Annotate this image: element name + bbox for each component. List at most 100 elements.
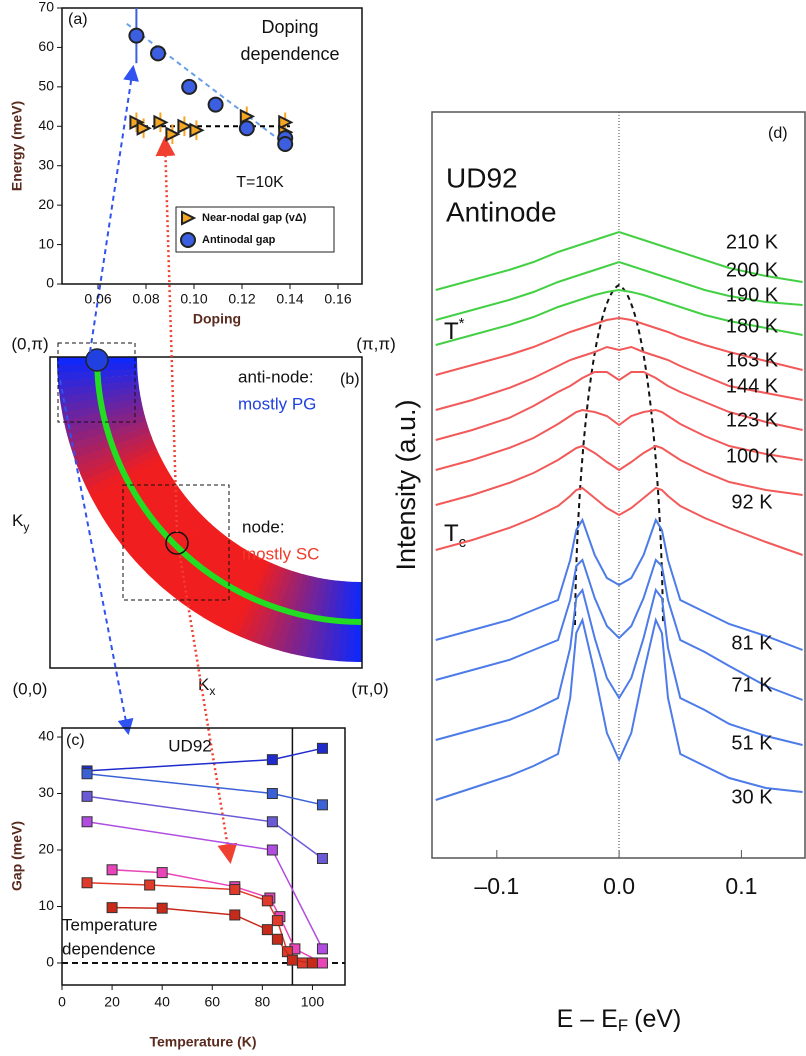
t: T [444, 520, 459, 547]
point [316, 799, 328, 811]
series-label: 210 K [726, 231, 779, 253]
series-label: 81 K [731, 632, 773, 654]
x-tick-label: 20 [104, 994, 120, 1010]
x-tick-label: 0.16 [324, 291, 351, 307]
node-box [122, 484, 230, 601]
point [277, 136, 294, 153]
point [229, 884, 241, 896]
series-label: 92 K [731, 491, 773, 513]
legend-label: Antinodal gap [202, 234, 276, 246]
y-tick-label: 20 [38, 841, 54, 857]
corner-label: (π,0) [351, 679, 388, 698]
y-tick-label: 70 [38, 0, 54, 15]
point [136, 120, 152, 136]
point [81, 790, 93, 802]
antinode-note: mostly PG [238, 394, 316, 413]
y-tick-label: 10 [38, 897, 54, 913]
point [266, 754, 278, 766]
legend-box [175, 206, 335, 253]
point [271, 933, 283, 945]
kx-label: Kx [198, 675, 215, 698]
annotation: dependence [62, 939, 156, 958]
y-tick-label: 50 [38, 78, 54, 94]
annotation: Doping [261, 17, 318, 37]
spectrum [435, 517, 803, 651]
y-tick-label: 60 [38, 38, 54, 54]
x-tick-label: 40 [154, 994, 170, 1010]
kx: K [198, 675, 210, 694]
series-label: 71 K [731, 674, 773, 696]
point [316, 957, 328, 969]
x-tick-label: 0.06 [84, 291, 111, 307]
point [128, 27, 145, 44]
annotation: Temperature [62, 915, 157, 934]
panel-label: (b) [340, 371, 360, 388]
point [278, 114, 294, 130]
ky-sub: y [23, 520, 29, 534]
point [316, 742, 328, 754]
spectrum [435, 486, 803, 556]
xlabel-unit: (eV) [634, 1005, 681, 1033]
x-tick-label: 0.10 [180, 291, 207, 307]
point [261, 924, 273, 936]
spectrum [435, 616, 803, 801]
point [150, 45, 166, 62]
point [316, 943, 328, 955]
x-tick-label: 0.1 [725, 873, 757, 899]
x-axis-label: Temperature (K) [149, 1034, 256, 1050]
antinode-point [85, 348, 109, 372]
arrow [59, 379, 134, 736]
x-axis-label: Doping [193, 311, 241, 327]
spectrum [435, 288, 803, 346]
spectrum [435, 371, 803, 441]
annotation: Antinode [446, 196, 557, 227]
y-tick-label: 30 [38, 156, 54, 172]
x-tick-label: 0.08 [132, 291, 159, 307]
xlabel-main: E – E [557, 1005, 618, 1033]
legend-label: Near-nodal gap (vΔ) [202, 212, 307, 224]
sup: * [459, 315, 465, 332]
point [238, 120, 255, 137]
point [106, 902, 118, 914]
plot-frame [431, 111, 806, 859]
annotation: T=10K [236, 174, 284, 191]
legend-marker [181, 210, 197, 226]
node-note: mostly SC [242, 544, 319, 563]
ky-label: Ky [12, 511, 29, 534]
y-tick-label: 30 [38, 784, 54, 800]
point [189, 122, 205, 138]
series-label: 123 K [726, 409, 779, 431]
x-tick-label: –0.1 [474, 873, 519, 899]
annotation: UD92 [168, 736, 211, 755]
annotation: dependence [240, 44, 339, 64]
point [207, 96, 224, 113]
ky: K [12, 511, 24, 530]
series-label: 51 K [731, 732, 773, 754]
corner-label: (0,0) [13, 679, 48, 698]
x-axis-label: E – EF (eV) [557, 1005, 682, 1036]
point [156, 867, 168, 879]
antinode-label: anti-node: [238, 367, 314, 386]
point [271, 915, 283, 927]
series-label: 144 K [726, 375, 779, 397]
plot-frame [61, 727, 346, 986]
point [261, 895, 273, 907]
point [81, 877, 93, 889]
y-tick-label: 0 [46, 275, 54, 291]
spectrum [435, 408, 803, 471]
point [81, 768, 93, 780]
y-axis-label: Energy (meV) [9, 101, 25, 191]
point [165, 126, 181, 142]
spectrum [435, 260, 803, 321]
point [144, 879, 156, 891]
series-label: 163 K [726, 349, 779, 371]
point [81, 816, 93, 828]
point [266, 816, 278, 828]
series-label: 100 K [726, 445, 779, 467]
x-tick-label: 100 [301, 994, 325, 1010]
series-label: 180 K [726, 315, 779, 337]
point [156, 902, 168, 914]
series-line [86, 773, 323, 806]
series-label: 200 K [726, 259, 779, 281]
